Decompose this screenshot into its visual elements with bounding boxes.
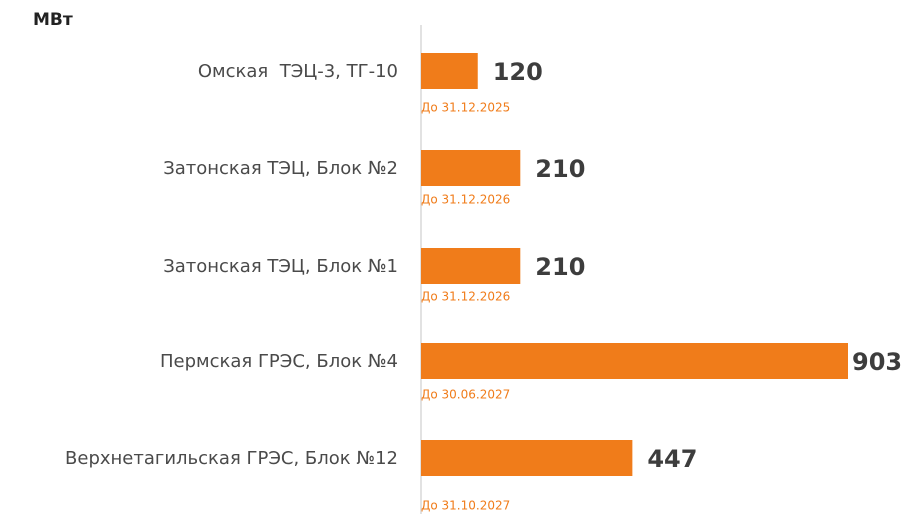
bar <box>421 440 633 476</box>
category-label: Затонская ТЭЦ, Блок №1 <box>163 256 398 277</box>
annotation: До 31.12.2026 <box>421 290 510 304</box>
category-label: Омская ТЭЦ-3, ТГ-10 <box>198 61 398 82</box>
value-label: 210 <box>535 253 585 281</box>
annotation: До 30.06.2027 <box>421 388 510 402</box>
bar <box>421 343 848 379</box>
category-label: Верхнетагильская ГРЭС, Блок №12 <box>65 448 398 469</box>
annotation: До 31.12.2025 <box>421 101 510 115</box>
category-label: Затонская ТЭЦ, Блок №2 <box>163 158 398 179</box>
category-label: Пермская ГРЭС, Блок №4 <box>160 351 398 372</box>
annotation: До 31.10.2027 <box>421 499 510 513</box>
value-label: 210 <box>535 155 585 183</box>
bar <box>421 53 478 89</box>
value-label: 120 <box>493 58 543 86</box>
bar <box>421 150 521 186</box>
value-label: 903 <box>852 348 902 376</box>
annotation: До 31.12.2026 <box>421 193 510 207</box>
bar <box>421 248 521 284</box>
value-label: 447 <box>647 445 697 473</box>
unit-label: МВт <box>33 10 73 30</box>
